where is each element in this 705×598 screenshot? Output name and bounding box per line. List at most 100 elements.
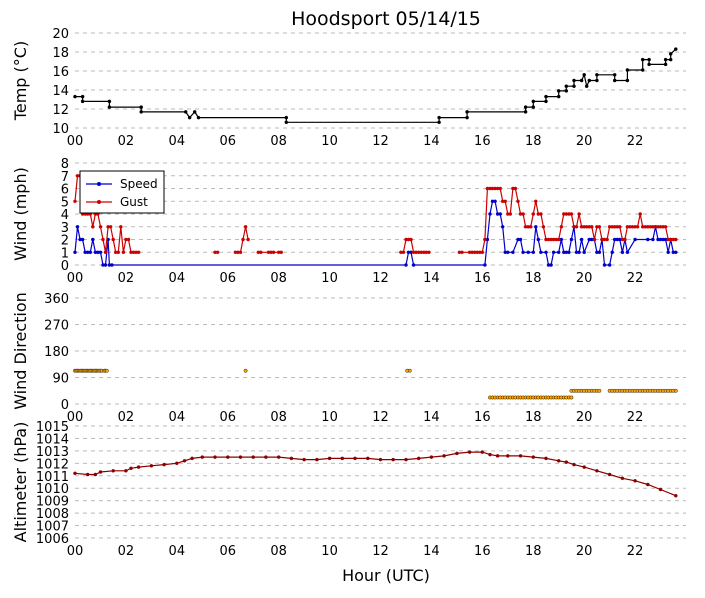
data-point <box>73 94 77 99</box>
data-point <box>378 457 383 462</box>
x-tick-label: 04 <box>169 410 186 425</box>
data-point <box>536 237 541 242</box>
panel-4: 1006100710081009101010111012101310141015… <box>11 420 686 559</box>
y-tick-label: 18 <box>52 46 69 61</box>
data-point <box>73 471 77 476</box>
data-point <box>620 476 625 481</box>
y-axis-label: Wind (mph) <box>11 167 30 261</box>
data-point <box>531 250 536 255</box>
data-point <box>121 250 126 255</box>
data-point <box>480 450 485 454</box>
data-point <box>618 225 622 229</box>
data-point <box>523 105 528 109</box>
x-tick-label: 02 <box>118 134 135 149</box>
data-point <box>674 250 678 255</box>
data-point <box>271 250 276 255</box>
y-tick-label: 270 <box>44 319 69 334</box>
data-point <box>495 454 500 458</box>
data-point <box>104 368 109 373</box>
panel-3: 0 90 180 270 360 00 02 04 06 08 10 12 14 16 18 20 22 Wind… <box>11 292 686 425</box>
data-point <box>633 237 637 242</box>
data-point <box>175 461 179 466</box>
data-point <box>243 368 248 373</box>
data-point <box>534 225 538 229</box>
data-point <box>612 78 617 83</box>
data-point <box>429 455 434 459</box>
data-point <box>605 237 609 242</box>
data-point <box>455 451 459 456</box>
data-point <box>602 263 607 267</box>
x-axis-label: Hour (UTC) <box>342 566 430 585</box>
y-tick-label: 2 <box>61 234 69 249</box>
data-point <box>327 456 332 461</box>
data-point <box>91 237 95 242</box>
data-point <box>460 250 464 255</box>
data-point <box>511 250 515 255</box>
data-point <box>668 57 673 62</box>
data-point <box>518 454 523 458</box>
data-point <box>442 454 446 458</box>
data-point <box>674 47 678 51</box>
data-point <box>93 472 98 477</box>
data-point <box>107 99 112 104</box>
series-line-line <box>74 451 677 497</box>
data-point <box>646 482 650 487</box>
data-point <box>190 456 194 461</box>
x-tick-label: 22 <box>627 134 644 149</box>
x-tick-label: 04 <box>169 271 186 286</box>
data-point <box>401 250 406 255</box>
data-point <box>579 78 584 83</box>
data-point <box>200 455 205 459</box>
data-point <box>597 250 602 255</box>
data-point <box>508 212 513 216</box>
data-point <box>129 466 133 471</box>
data-point <box>658 487 663 492</box>
data-point <box>592 237 597 242</box>
data-point <box>251 455 255 459</box>
data-point <box>612 73 617 77</box>
x-tick-label: 02 <box>118 271 135 286</box>
y-tick-label: 8 <box>61 157 69 172</box>
x-tick-label: 18 <box>525 134 542 149</box>
y-tick-label: 1013 <box>36 445 69 460</box>
data-point <box>75 225 80 229</box>
data-point <box>556 94 561 99</box>
data-point <box>503 199 507 204</box>
data-point <box>276 455 281 459</box>
data-point <box>101 237 105 242</box>
data-point <box>668 52 673 56</box>
x-tick-label: 18 <box>525 271 542 286</box>
data-point <box>531 105 536 109</box>
data-point <box>483 237 487 242</box>
data-point <box>577 250 581 255</box>
y-tick-label: 1010 <box>36 482 69 497</box>
data-point <box>498 186 502 191</box>
y-tick-label: 0 <box>61 398 69 413</box>
y-tick-label: 1011 <box>36 470 69 485</box>
data-point <box>635 225 640 229</box>
data-point <box>340 456 345 461</box>
data-point <box>579 237 584 242</box>
y-axis-label: Temp (°C) <box>11 41 30 121</box>
data-point <box>259 250 263 255</box>
y-axis-label: Wind Direction <box>11 292 30 410</box>
data-point <box>467 450 472 454</box>
data-point <box>187 115 192 120</box>
data-point <box>98 250 103 255</box>
data-point <box>651 237 655 242</box>
data-point <box>85 472 90 477</box>
data-point <box>544 99 548 104</box>
data-point <box>607 263 612 267</box>
data-point <box>126 237 131 242</box>
data-point <box>663 57 668 62</box>
data-point <box>136 250 141 255</box>
data-point <box>544 456 548 461</box>
y-tick-label: 90 <box>52 372 69 387</box>
data-point <box>246 237 250 242</box>
data-point <box>506 454 510 458</box>
data-point <box>526 250 530 255</box>
data-point <box>465 110 469 114</box>
data-point <box>116 250 121 255</box>
